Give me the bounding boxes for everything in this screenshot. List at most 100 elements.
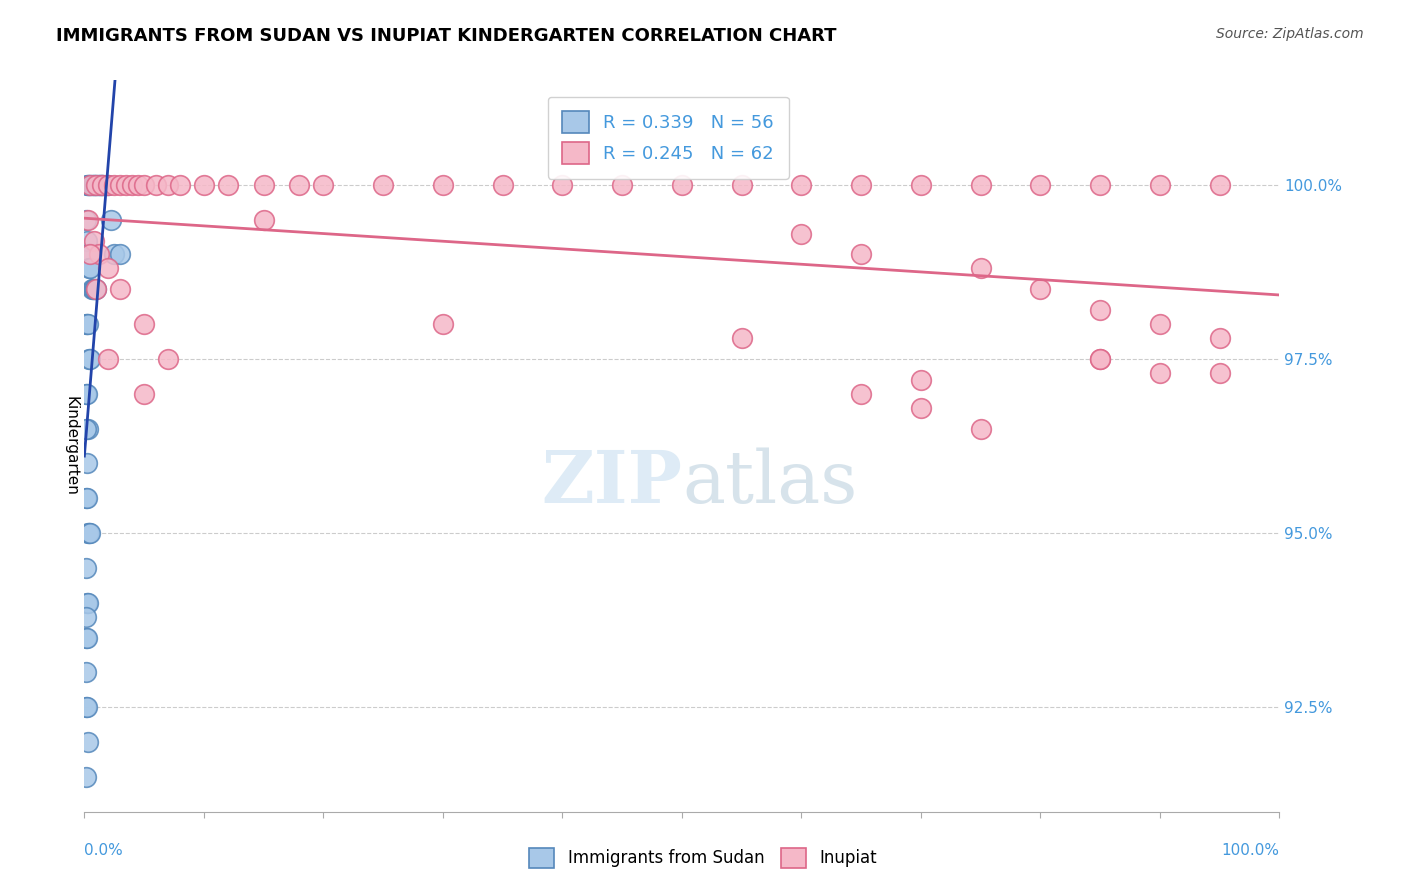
Point bbox=[77, 317, 100, 331]
Point bbox=[77, 247, 100, 261]
Point bbox=[103, 178, 125, 192]
Point bbox=[82, 178, 104, 192]
Text: Source: ZipAtlas.com: Source: ZipAtlas.com bbox=[1216, 27, 1364, 41]
Point bbox=[75, 491, 97, 506]
Point bbox=[75, 700, 97, 714]
Point bbox=[82, 282, 104, 296]
Point bbox=[1029, 282, 1052, 296]
Point bbox=[110, 247, 132, 261]
Point bbox=[80, 282, 103, 296]
Point bbox=[84, 282, 107, 296]
Point bbox=[94, 178, 117, 192]
Point bbox=[121, 178, 143, 192]
Point bbox=[790, 178, 813, 192]
Point bbox=[970, 178, 993, 192]
Point bbox=[132, 317, 156, 331]
Point bbox=[75, 317, 97, 331]
Point bbox=[76, 234, 98, 248]
Point bbox=[79, 351, 101, 366]
Point bbox=[97, 261, 120, 276]
Point bbox=[86, 178, 108, 192]
Point bbox=[612, 178, 634, 192]
Point bbox=[77, 526, 100, 541]
Point bbox=[86, 178, 108, 192]
Point bbox=[80, 178, 103, 192]
Point bbox=[910, 373, 932, 387]
Text: atlas: atlas bbox=[682, 447, 858, 518]
Point bbox=[1149, 317, 1171, 331]
Point bbox=[86, 282, 108, 296]
Point bbox=[83, 234, 105, 248]
Legend: Immigrants from Sudan, Inupiat: Immigrants from Sudan, Inupiat bbox=[523, 841, 883, 875]
Point bbox=[432, 178, 454, 192]
Point bbox=[100, 212, 122, 227]
Point bbox=[76, 457, 98, 471]
Point bbox=[76, 317, 98, 331]
Point bbox=[1090, 178, 1112, 192]
Point bbox=[91, 178, 114, 192]
Point bbox=[89, 178, 111, 192]
Point bbox=[76, 178, 98, 192]
Text: 0.0%: 0.0% bbox=[84, 843, 124, 858]
Point bbox=[1149, 178, 1171, 192]
Point bbox=[492, 178, 515, 192]
Legend: R = 0.339   N = 56, R = 0.245   N = 62: R = 0.339 N = 56, R = 0.245 N = 62 bbox=[547, 96, 789, 178]
Point bbox=[87, 178, 110, 192]
Point bbox=[851, 386, 873, 401]
Y-axis label: Kindergarten: Kindergarten bbox=[63, 396, 79, 496]
Point bbox=[288, 178, 311, 192]
Point bbox=[93, 178, 115, 192]
Point bbox=[157, 178, 180, 192]
Point bbox=[77, 351, 100, 366]
Point bbox=[79, 247, 101, 261]
Point bbox=[910, 178, 932, 192]
Point bbox=[76, 631, 98, 645]
Point bbox=[851, 178, 873, 192]
Point bbox=[671, 178, 693, 192]
Point bbox=[851, 247, 873, 261]
Point bbox=[76, 386, 98, 401]
Point bbox=[970, 261, 993, 276]
Point bbox=[103, 247, 125, 261]
Point bbox=[145, 178, 167, 192]
Point bbox=[75, 770, 97, 784]
Point bbox=[77, 421, 100, 435]
Point bbox=[76, 491, 98, 506]
Point bbox=[75, 609, 97, 624]
Text: IMMIGRANTS FROM SUDAN VS INUPIAT KINDERGARTEN CORRELATION CHART: IMMIGRANTS FROM SUDAN VS INUPIAT KINDERG… bbox=[56, 27, 837, 45]
Point bbox=[97, 178, 120, 192]
Point bbox=[169, 178, 191, 192]
Point bbox=[731, 178, 754, 192]
Point bbox=[79, 178, 101, 192]
Point bbox=[77, 178, 100, 192]
Point bbox=[87, 247, 110, 261]
Point bbox=[157, 351, 180, 366]
Point bbox=[76, 700, 98, 714]
Point bbox=[1029, 178, 1052, 192]
Point bbox=[110, 178, 132, 192]
Point bbox=[79, 526, 101, 541]
Point bbox=[432, 317, 454, 331]
Point bbox=[97, 351, 120, 366]
Point bbox=[75, 421, 97, 435]
Point bbox=[77, 178, 100, 192]
Point bbox=[1209, 331, 1232, 345]
Point bbox=[1090, 303, 1112, 318]
Point bbox=[253, 178, 276, 192]
Point bbox=[132, 178, 156, 192]
Point bbox=[83, 178, 105, 192]
Point bbox=[91, 178, 114, 192]
Text: ZIP: ZIP bbox=[541, 447, 682, 518]
Point bbox=[77, 596, 100, 610]
Point bbox=[1090, 351, 1112, 366]
Point bbox=[77, 212, 100, 227]
Point bbox=[1090, 351, 1112, 366]
Point bbox=[132, 386, 156, 401]
Point bbox=[79, 178, 101, 192]
Point bbox=[75, 665, 97, 680]
Point bbox=[75, 561, 97, 575]
Point bbox=[86, 282, 108, 296]
Point bbox=[75, 212, 97, 227]
Point bbox=[970, 421, 993, 435]
Point bbox=[790, 227, 813, 241]
